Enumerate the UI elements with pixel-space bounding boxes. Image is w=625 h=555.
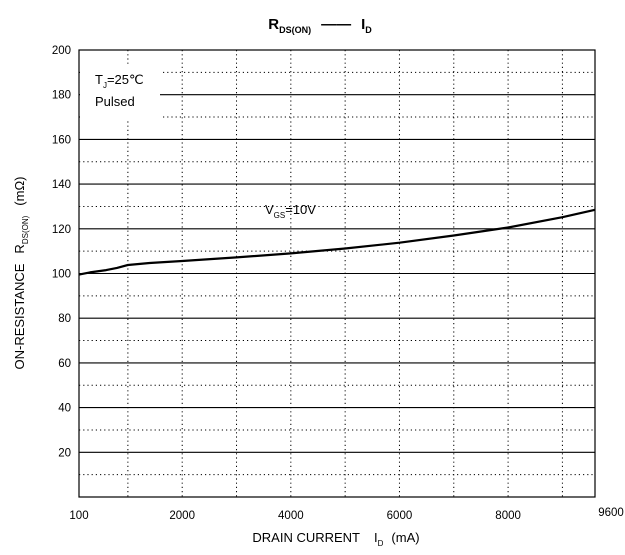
y-tick-label: 160	[52, 134, 71, 146]
y-tick-label: 20	[58, 447, 71, 459]
grid-solid	[79, 94, 595, 453]
x-axis-label-symbol-sub: D	[378, 539, 384, 548]
x-tick-label: 100	[69, 510, 88, 522]
conditions-line2: Pulsed	[95, 94, 135, 109]
x-tick-label: 8000	[495, 510, 521, 522]
conditions-tj-sub: J	[103, 81, 107, 90]
x-axis-label-unit: (mA)	[391, 530, 419, 545]
series-line-rdson	[78, 208, 596, 276]
conditions-tj-prefix: T	[95, 72, 103, 87]
y-tick-labels: 20 40 60 80 100 120 140 160 180 200	[52, 45, 71, 459]
y-axis-label-main: ON-RESISTANCE	[12, 263, 27, 369]
y-tick-label: 200	[52, 45, 71, 57]
vgs-sub: GS	[274, 211, 286, 220]
vgs-annotation: VGS=10V	[265, 202, 316, 220]
y-axis-label-unit: (mΩ)	[12, 177, 27, 206]
conditions-box-bg	[80, 65, 160, 119]
x-tick-labels: 100 2000 4000 6000 8000 9600	[69, 507, 623, 522]
plot-frame	[78, 49, 596, 498]
y-tick-label: 60	[58, 358, 71, 370]
y-tick-label: 180	[52, 90, 71, 102]
y-tick-label: 100	[52, 269, 71, 281]
conditions-line1: TJ=25℃	[95, 72, 144, 90]
x-axis-label: DRAIN CURRENT ID (mA)	[252, 530, 419, 548]
y-axis-label-symbol: R	[12, 244, 27, 253]
y-tick-label: 80	[58, 313, 71, 325]
x-axis-label-main: DRAIN CURRENT	[252, 530, 360, 545]
chart-title: RDS(ON) —— ID	[268, 16, 372, 35]
x-tick-label: 6000	[387, 510, 413, 522]
y-tick-label: 40	[58, 403, 71, 415]
vgs-suffix: =10V	[285, 202, 316, 217]
y-tick-label: 120	[52, 224, 71, 236]
y-tick-label: 140	[52, 179, 71, 191]
title-left-main: R	[268, 16, 279, 33]
title-left-sub: DS(ON)	[279, 25, 311, 35]
y-axis-label: ON-RESISTANCE RDS(ON) (mΩ)	[12, 177, 30, 370]
title-right-sub: D	[365, 25, 372, 35]
y-axis-label-symbol-sub: DS(ON)	[21, 215, 30, 244]
conditions-tj-suffix: =25℃	[107, 72, 144, 87]
x-tick-label: 4000	[278, 510, 304, 522]
x-tick-label: 2000	[169, 510, 195, 522]
vgs-prefix: V	[265, 202, 274, 217]
x-axis-label-symbol: I	[374, 530, 378, 545]
x-tick-label: 9600	[598, 507, 624, 519]
title-dash: ——	[321, 16, 351, 33]
title-right-main: I	[361, 16, 365, 33]
